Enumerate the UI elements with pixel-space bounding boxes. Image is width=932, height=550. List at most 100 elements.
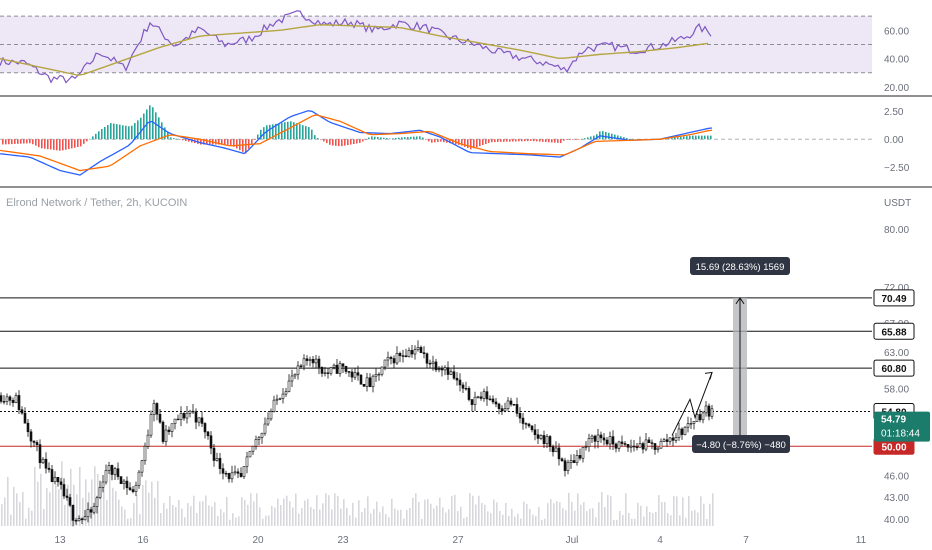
- candle-body: [335, 364, 339, 374]
- macd-histogram-bar: [449, 139, 451, 144]
- candle-body: [491, 398, 495, 403]
- macd-histogram-bar: [53, 139, 55, 150]
- measure-down-label: −4.80 (−8.76%) −480: [696, 440, 786, 451]
- candle-body: [308, 359, 312, 361]
- macd-histogram-bar: [332, 139, 334, 146]
- volume-bar: [124, 509, 126, 526]
- macd-histogram-bar: [302, 125, 304, 140]
- candle-body: [434, 361, 438, 371]
- volume-bar: [322, 503, 324, 526]
- candle-body: [188, 410, 192, 414]
- macd-histogram-bar: [92, 136, 94, 140]
- macd-line: [0, 110, 713, 176]
- macd-histogram-bar: [50, 139, 52, 150]
- price-countdown: 01:18:44: [881, 429, 920, 440]
- volume-bar: [268, 515, 270, 526]
- volume-bar: [442, 507, 444, 526]
- macd-histogram-bar: [128, 126, 130, 140]
- candle-body: [488, 398, 492, 401]
- volume-bar: [652, 513, 654, 526]
- volume-bar: [148, 492, 150, 526]
- currency-label: USDT: [884, 198, 911, 209]
- volume-bar: [469, 493, 471, 526]
- volume-bar: [46, 488, 48, 526]
- volume-bar: [85, 479, 87, 526]
- candle-body: [242, 466, 246, 477]
- candle-body: [635, 446, 639, 449]
- macd-histogram-bar: [536, 139, 538, 142]
- candle-body: [422, 352, 426, 354]
- price-tick-label: 63.00: [884, 348, 909, 359]
- macd-histogram-bar: [686, 136, 688, 140]
- volume-bar: [649, 512, 651, 526]
- macd-histogram-bar: [347, 139, 349, 146]
- macd-histogram-bar: [362, 139, 364, 142]
- macd-histogram-bar: [125, 125, 127, 140]
- candle-body: [107, 465, 111, 471]
- volume-bar: [76, 494, 78, 526]
- volume-bar: [352, 502, 354, 526]
- volume-bar: [676, 496, 678, 526]
- candle-body: [527, 423, 531, 427]
- candle-body: [473, 396, 477, 405]
- macd-histogram-bar: [11, 139, 13, 145]
- macd-histogram-bar: [458, 139, 460, 145]
- macd-histogram-bar: [179, 139, 181, 140]
- macd-histogram-bar: [35, 139, 37, 146]
- price-panel[interactable]: 15.69 (28.63%) 1569 −4.80 (−8.76%) −480: [0, 257, 872, 527]
- macd-histogram-bar: [71, 139, 73, 149]
- volume-bar: [169, 495, 171, 526]
- macd-histogram-bar: [203, 139, 205, 145]
- macd-histogram-bar: [344, 139, 346, 146]
- candle-body: [77, 518, 81, 522]
- macd-histogram-bar: [116, 124, 118, 140]
- candle-body: [197, 417, 201, 423]
- candle-body: [599, 434, 603, 439]
- macd-histogram-bar: [593, 135, 595, 140]
- volume-bar: [385, 514, 387, 526]
- volume-bar: [187, 503, 189, 526]
- price-tick-label: 58.00: [884, 384, 909, 395]
- candle-body: [212, 447, 216, 461]
- macd-histogram-bar: [206, 139, 208, 145]
- macd-histogram-bar: [602, 131, 604, 140]
- volume-bar: [181, 508, 183, 526]
- macd-tick-label: 2.50: [884, 107, 904, 118]
- macd-histogram-bar: [275, 123, 277, 140]
- macd-histogram-bar: [338, 139, 340, 147]
- candle-body: [56, 476, 60, 483]
- candle-body: [386, 357, 390, 361]
- macd-histogram-bar: [341, 139, 343, 147]
- candle-body: [539, 435, 543, 439]
- volume-bar: [145, 480, 147, 526]
- macd-histogram-bar: [587, 137, 589, 140]
- volume-bar: [298, 513, 300, 526]
- macd-histogram-bar: [434, 139, 436, 143]
- volume-bar: [424, 499, 426, 526]
- candle-body: [326, 372, 330, 374]
- volume-bar: [1, 504, 3, 526]
- candle-body: [2, 401, 6, 403]
- macd-histogram-bar: [677, 137, 679, 140]
- volume-bar: [553, 503, 555, 526]
- volume-bar: [511, 508, 513, 526]
- volume-bar: [103, 487, 105, 526]
- macd-histogram-bar: [353, 139, 355, 145]
- volume-bar: [619, 511, 621, 526]
- volume-bar: [529, 509, 531, 526]
- candle-body: [665, 439, 669, 442]
- macd-histogram-bar: [461, 139, 463, 146]
- candle-body: [152, 403, 156, 415]
- macd-histogram-bar: [56, 139, 58, 151]
- candle-body: [584, 446, 588, 448]
- candle-body: [194, 411, 198, 423]
- volume-bar: [340, 508, 342, 526]
- candle-body: [557, 447, 561, 460]
- candle-body: [62, 484, 66, 497]
- macd-histogram-bar: [65, 139, 67, 150]
- macd-histogram-bar: [119, 124, 121, 140]
- candle-body: [215, 458, 219, 461]
- macd-histogram-bar: [575, 139, 577, 140]
- candle-body: [173, 418, 177, 425]
